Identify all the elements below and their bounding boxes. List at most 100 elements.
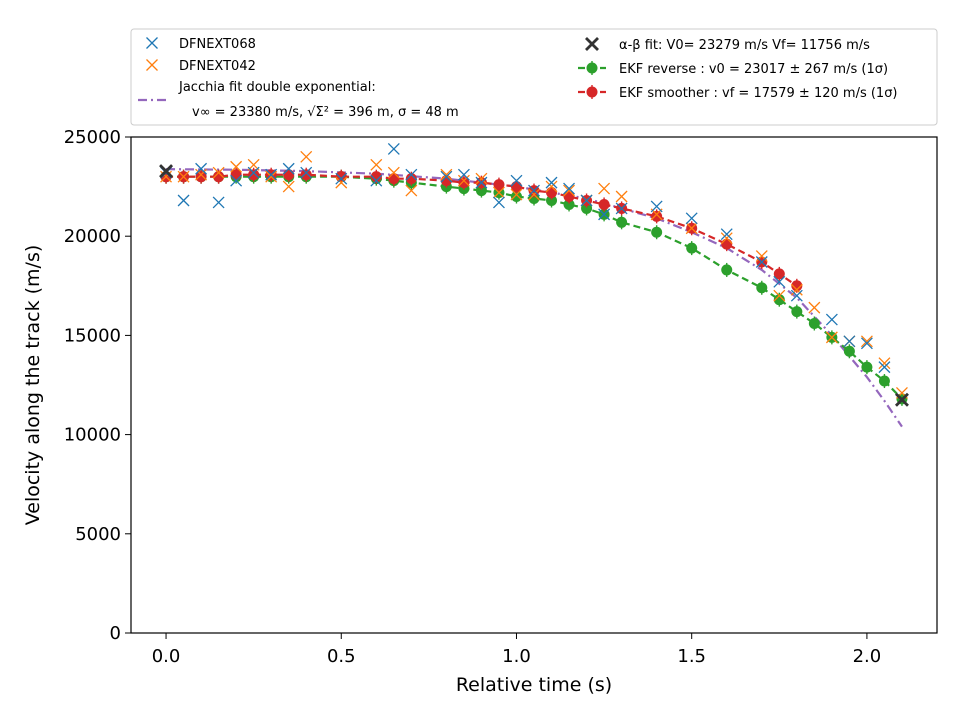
data-point bbox=[387, 142, 400, 155]
data-point bbox=[860, 337, 873, 350]
legend-box bbox=[130, 28, 938, 126]
series-line-ekf_smoother bbox=[166, 173, 798, 287]
series-ab bbox=[159, 164, 909, 407]
y-tick-label: 0 bbox=[110, 623, 121, 644]
data-point bbox=[791, 280, 803, 292]
axis-ticks: 0.0 0.5 1.0 1.5 2.0 0 5000 10000 15000 20000 25000 bbox=[64, 127, 881, 667]
data-point bbox=[825, 313, 838, 326]
data-point bbox=[405, 184, 418, 197]
data-point bbox=[563, 198, 575, 210]
legend-label-ekf-reverse: EKF reverse : v0 = 23017 ± 267 m/s (1σ) bbox=[619, 62, 888, 77]
y-tick-label: 20000 bbox=[64, 226, 121, 247]
data-point bbox=[685, 222, 698, 235]
data-point bbox=[546, 187, 558, 199]
data-point bbox=[493, 179, 505, 191]
plot-marks bbox=[159, 142, 909, 428]
x-axis-label: Relative time (s) bbox=[456, 674, 612, 696]
data-point bbox=[492, 196, 505, 209]
y-tick-label: 15000 bbox=[64, 325, 121, 346]
data-point bbox=[878, 361, 891, 374]
data-point bbox=[195, 168, 208, 181]
data-point bbox=[282, 180, 295, 193]
x-tick-label: 1.0 bbox=[502, 646, 531, 667]
legend-label-jacchia-1: Jacchia fit double exponential: bbox=[178, 80, 376, 95]
data-point bbox=[686, 242, 698, 254]
data-point bbox=[248, 169, 260, 181]
data-point bbox=[492, 186, 505, 199]
data-point bbox=[755, 250, 768, 262]
data-point bbox=[808, 317, 820, 329]
x-tick-label: 1.5 bbox=[677, 646, 706, 667]
data-point bbox=[458, 177, 470, 189]
x-tick-label: 0.0 bbox=[152, 646, 181, 667]
y-axis-label: Velocity along the track (m/s) bbox=[22, 245, 44, 526]
data-point bbox=[615, 190, 628, 203]
data-point bbox=[370, 174, 383, 187]
data-point bbox=[457, 174, 470, 187]
data-point bbox=[335, 172, 348, 185]
data-point bbox=[440, 170, 453, 183]
data-point bbox=[335, 171, 347, 183]
data-point bbox=[510, 174, 523, 187]
data-point bbox=[685, 212, 698, 225]
data-point bbox=[598, 198, 610, 210]
data-point bbox=[475, 172, 488, 185]
data-point bbox=[808, 301, 821, 314]
data-point bbox=[546, 194, 558, 206]
data-point bbox=[528, 188, 540, 201]
series-dfn068 bbox=[160, 142, 891, 374]
data-point bbox=[861, 361, 873, 373]
data-point bbox=[650, 200, 663, 213]
data-point bbox=[651, 210, 663, 222]
data-point bbox=[528, 193, 540, 205]
data-point bbox=[790, 283, 803, 296]
data-point bbox=[773, 275, 786, 288]
data-point bbox=[616, 216, 628, 228]
data-point bbox=[405, 173, 417, 185]
data-point bbox=[825, 331, 838, 344]
data-point bbox=[563, 184, 576, 197]
data-point bbox=[195, 162, 208, 175]
data-point bbox=[370, 158, 383, 171]
data-point bbox=[773, 289, 786, 302]
data-point bbox=[773, 294, 785, 306]
data-point bbox=[843, 345, 855, 357]
data-point bbox=[265, 168, 278, 181]
data-point bbox=[230, 160, 243, 173]
data-point bbox=[843, 335, 856, 348]
data-point bbox=[300, 150, 313, 163]
data-point bbox=[878, 375, 890, 387]
data-point bbox=[615, 202, 628, 215]
data-point bbox=[721, 264, 733, 276]
data-point bbox=[580, 194, 593, 207]
x-tick-label: 2.0 bbox=[853, 646, 882, 667]
data-point bbox=[388, 173, 400, 185]
data-point bbox=[720, 232, 733, 245]
data-point bbox=[247, 166, 260, 179]
x-tick-label: 0.5 bbox=[327, 646, 356, 667]
data-point bbox=[387, 166, 400, 179]
data-point bbox=[790, 289, 803, 302]
data-point bbox=[370, 171, 382, 183]
data-point bbox=[878, 357, 891, 370]
data-point bbox=[159, 164, 174, 179]
data-point bbox=[177, 170, 190, 183]
data-point bbox=[894, 392, 909, 407]
data-point bbox=[581, 202, 593, 214]
data-point bbox=[475, 176, 488, 189]
data-point bbox=[282, 162, 295, 175]
data-point bbox=[300, 166, 313, 179]
y-tick-label: 10000 bbox=[64, 425, 121, 446]
legend-marker-ab bbox=[585, 37, 599, 51]
data-point bbox=[773, 268, 785, 280]
data-point bbox=[510, 188, 523, 201]
data-point bbox=[212, 166, 225, 179]
legend-marker-ekf-reverse bbox=[586, 62, 598, 74]
legend-label-dfn068: DFNEXT068 bbox=[179, 37, 256, 52]
data-point bbox=[195, 171, 207, 183]
data-point bbox=[721, 238, 733, 250]
legend-label-ekf-smoother: EKF smoother : vf = 17579 ± 120 m/s (1σ) bbox=[619, 86, 898, 101]
data-point bbox=[283, 169, 295, 181]
data-point bbox=[405, 168, 418, 181]
